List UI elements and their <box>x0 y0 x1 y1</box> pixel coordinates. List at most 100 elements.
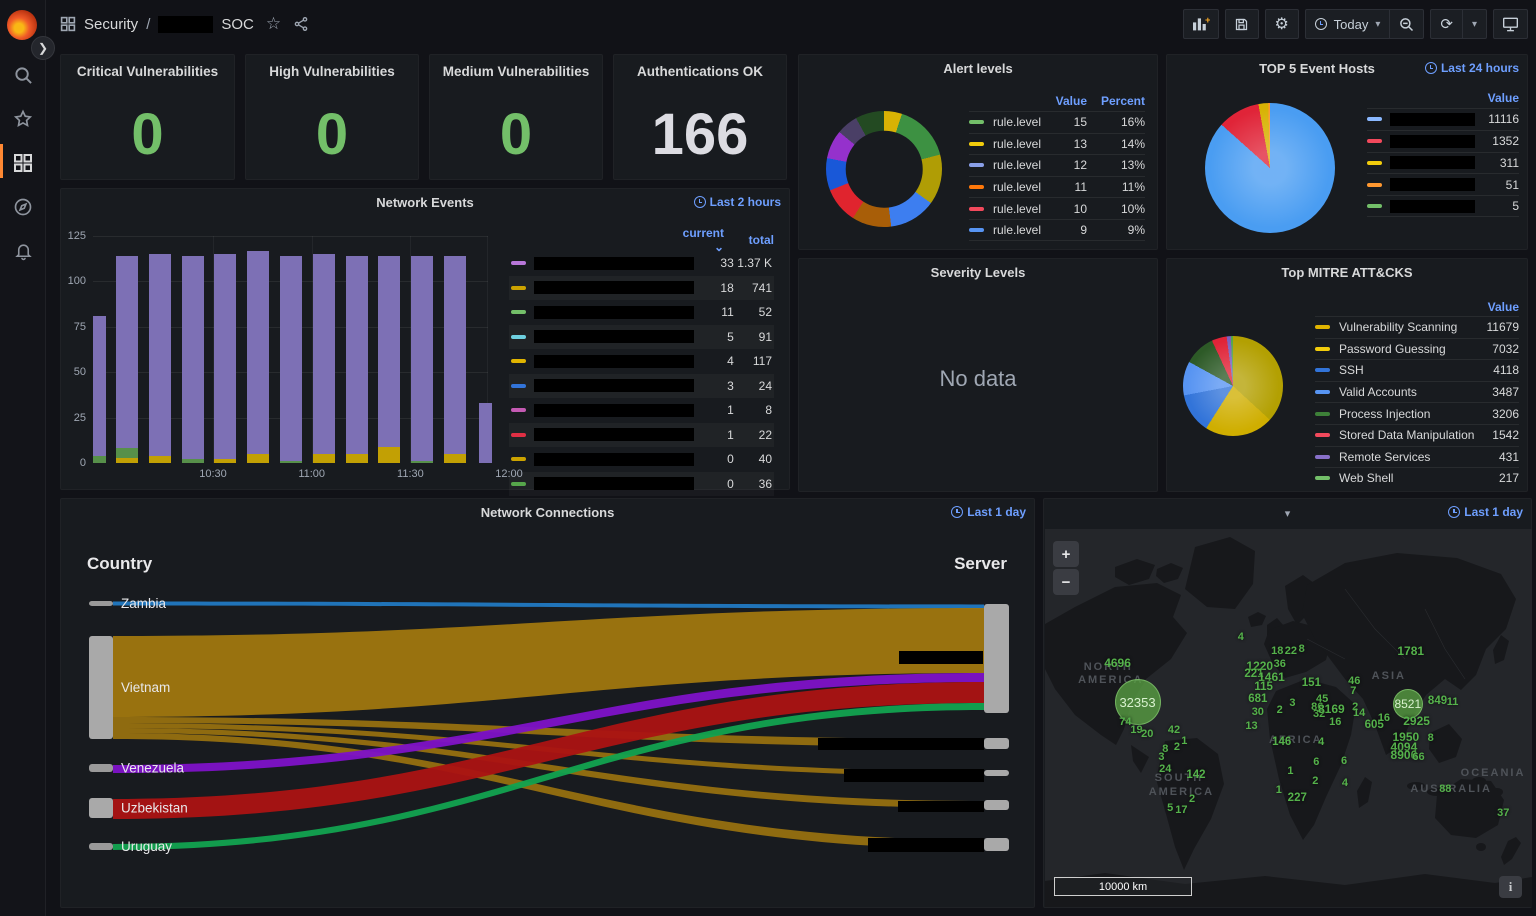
legend-col-percent[interactable]: Percent <box>1100 94 1145 108</box>
breadcrumb-section[interactable]: Security <box>84 15 139 33</box>
map-marker[interactable]: 18 <box>1271 644 1284 657</box>
map-marker[interactable]: 8906 <box>1390 747 1418 762</box>
breadcrumb-suffix[interactable]: SOC <box>221 15 254 33</box>
legend-row[interactable]: 1352 <box>1367 129 1519 152</box>
map-marker[interactable]: 45 <box>1315 693 1329 706</box>
sankey-node-country[interactable] <box>89 636 113 739</box>
legend-row[interactable]: rule.level 13 14% <box>969 132 1145 155</box>
legend-row[interactable]: Stored Data Manipulation 1542 <box>1315 423 1519 446</box>
map-marker[interactable]: 142 <box>1186 769 1206 782</box>
legend-col-value[interactable]: Value <box>1487 91 1519 105</box>
legend-row[interactable]: Remote Services 431 <box>1315 445 1519 468</box>
legend-row[interactable]: 311 <box>1367 151 1519 174</box>
map-marker[interactable]: 4094 <box>1390 740 1418 755</box>
map-marker[interactable]: 115 <box>1254 680 1273 693</box>
map-marker[interactable]: 16 <box>1329 716 1342 729</box>
map-marker[interactable]: 2 <box>1173 740 1181 753</box>
map-marker[interactable]: 2 <box>1276 704 1283 717</box>
map-marker[interactable]: 8 <box>1162 742 1169 755</box>
world-map[interactable]: NORTH AMERICA SOUTH AMERICA ASIA AFRICA OCEANI… <box>1045 529 1532 907</box>
map-info-button[interactable]: i <box>1499 876 1522 898</box>
panel-title[interactable]: Authentications OK <box>636 64 763 79</box>
star-icon[interactable] <box>0 100 46 138</box>
legend-row[interactable]: SSH 4118 <box>1315 359 1519 381</box>
map-marker[interactable]: 7 <box>1350 684 1357 697</box>
cycle-view-mode-button[interactable] <box>1493 9 1528 39</box>
map-marker[interactable]: 16 <box>1377 712 1391 724</box>
legend-row[interactable]: Process Injection 3206 <box>1315 402 1519 424</box>
map-marker[interactable]: 227 <box>1287 791 1307 804</box>
legend-row[interactable]: 11116 <box>1367 108 1519 130</box>
share-icon[interactable] <box>293 16 309 32</box>
map-marker[interactable]: 4696 <box>1104 655 1131 670</box>
favorite-star-icon[interactable]: ☆ <box>265 14 282 33</box>
alerting-bell-icon[interactable] <box>0 232 46 270</box>
map-marker[interactable]: 32 <box>1313 708 1326 721</box>
panel-title[interactable]: TOP 5 Event Hosts <box>1259 61 1375 76</box>
legend-col-current[interactable]: current ⌄ <box>682 226 724 254</box>
sankey-node-server[interactable] <box>984 604 1009 713</box>
sankey-node-server[interactable] <box>984 800 1009 810</box>
sankey-node-country[interactable] <box>89 601 113 606</box>
panel-title[interactable]: Network Events <box>376 195 474 210</box>
map-marker[interactable]: 37 <box>1497 807 1510 820</box>
legend-row[interactable]: rule.level 11 11% <box>969 175 1145 198</box>
map-marker[interactable]: 36 <box>1273 657 1286 670</box>
map-marker[interactable]: 1 <box>1181 734 1188 747</box>
map-marker[interactable]: 30 <box>1251 706 1264 719</box>
panel-title[interactable]: Alert levels <box>943 61 1013 76</box>
map-marker[interactable]: 2 <box>1312 775 1319 788</box>
map-marker[interactable]: 2 <box>1189 792 1196 805</box>
map-marker[interactable]: 8169 <box>1317 701 1345 716</box>
legend-row[interactable]: 0 36 <box>509 472 774 497</box>
map-marker[interactable]: 4 <box>1318 735 1325 748</box>
sankey-node-server[interactable] <box>984 738 1009 749</box>
map-marker[interactable]: 8521 <box>1392 689 1423 719</box>
map-marker[interactable]: 17 <box>1175 803 1188 816</box>
time-range-button[interactable]: Today ▾ <box>1306 10 1390 38</box>
map-marker[interactable]: 22 <box>1284 644 1298 657</box>
panel-menu-chevron-icon[interactable]: ▾ <box>1284 508 1291 520</box>
map-marker[interactable]: 1 <box>1275 783 1282 796</box>
map-marker[interactable]: 19 <box>1130 724 1143 737</box>
sankey-node-country[interactable] <box>89 798 113 818</box>
sidebar-item-dashboards[interactable] <box>0 144 46 182</box>
map-marker[interactable]: 11 <box>1446 695 1459 708</box>
legend-row[interactable]: 0 40 <box>509 447 774 472</box>
legend-col-total[interactable]: total <box>748 233 774 247</box>
legend-row[interactable]: rule.level 10 10% <box>969 197 1145 219</box>
sankey-node-server[interactable] <box>984 770 1009 776</box>
save-dashboard-button[interactable] <box>1224 9 1259 39</box>
panel-title[interactable]: Top MITRE ATT&CKS <box>1281 265 1413 280</box>
map-marker[interactable]: 74 <box>1119 715 1132 728</box>
legend-row[interactable]: Valid Accounts 3487 <box>1315 380 1519 403</box>
legend-row[interactable]: 33 1.37 K <box>509 251 774 276</box>
legend-row[interactable]: Web Shell 217 <box>1315 467 1519 489</box>
legend-row[interactable]: 11 52 <box>509 300 774 325</box>
breadcrumb[interactable]: Security / SOC ☆ <box>60 14 309 34</box>
map-marker[interactable]: 681 <box>1248 692 1268 705</box>
map-marker[interactable]: 4 <box>1237 631 1244 644</box>
panel-title[interactable]: Network Connections <box>480 505 615 520</box>
map-zoom-out-button[interactable]: − <box>1053 569 1079 595</box>
legend-row[interactable]: rule.level 9 9% <box>969 218 1145 241</box>
map-marker[interactable]: 8 <box>1298 642 1305 655</box>
panel-title[interactable]: Medium Vulnerabilities <box>442 64 590 79</box>
map-marker[interactable]: 88 <box>1439 783 1452 796</box>
map-marker[interactable]: 221 <box>1244 668 1264 681</box>
legend-col-value[interactable]: Value <box>1487 300 1519 314</box>
map-marker[interactable]: 1 <box>1287 765 1294 778</box>
panel-title[interactable]: Critical Vulnerabilities <box>76 64 219 79</box>
refresh-button[interactable]: ⟳ <box>1431 10 1462 38</box>
legend-row[interactable]: rule.level 12 13% <box>969 154 1145 176</box>
sankey-node-country[interactable] <box>89 764 113 772</box>
map-marker[interactable]: 146 <box>1272 735 1292 748</box>
legend-row[interactable]: 18 741 <box>509 276 774 301</box>
map-marker[interactable]: 6 <box>1313 756 1320 769</box>
map-marker[interactable]: 13 <box>1245 719 1258 732</box>
search-icon[interactable] <box>0 56 46 94</box>
map-marker[interactable]: 66 <box>1412 750 1425 763</box>
legend-row[interactable]: 1 22 <box>509 423 774 448</box>
sankey-node-country[interactable] <box>89 843 113 850</box>
map-marker[interactable]: 42 <box>1167 724 1181 737</box>
